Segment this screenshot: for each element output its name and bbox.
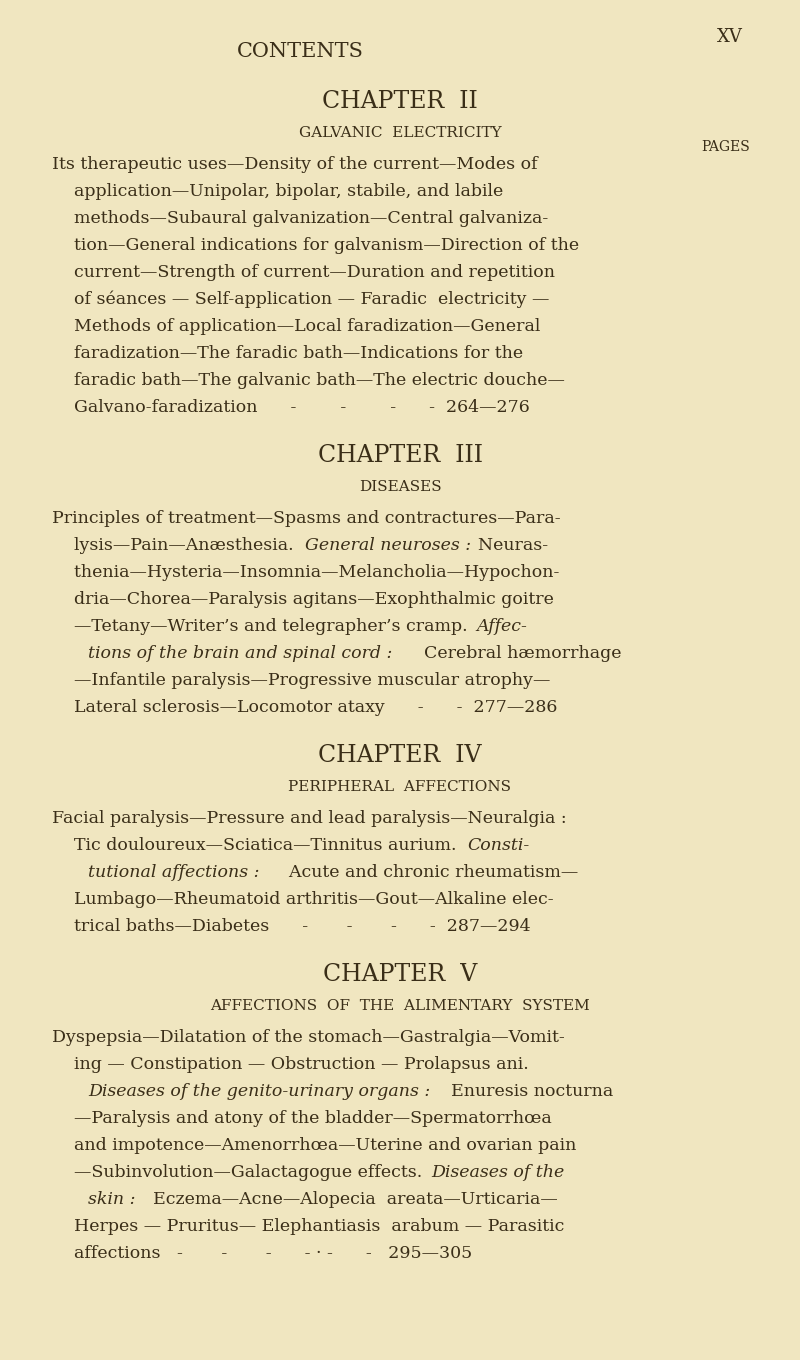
Text: faradization—The faradic bath—Indications for the: faradization—The faradic bath—Indication… [52,345,523,362]
Text: dria—Chorea—Paralysis agitans—Exophthalmic goitre: dria—Chorea—Paralysis agitans—Exophthalm… [52,592,554,608]
Text: of séances — Self-application — Faradic  electricity —: of séances — Self-application — Faradic … [52,291,550,309]
Text: Methods of application—Local faradization—General: Methods of application—Local faradizatio… [52,318,540,335]
Text: Lateral sclerosis—Locomotor ataxy      -      -  277—286: Lateral sclerosis—Locomotor ataxy - - 27… [52,699,558,715]
Text: CHAPTER  II: CHAPTER II [322,90,478,113]
Text: trical baths—Diabetes      -       -       -      -  287—294: trical baths—Diabetes - - - - 287—294 [52,918,530,936]
Text: DISEASES: DISEASES [358,480,442,494]
Text: CHAPTER  IV: CHAPTER IV [318,744,482,767]
Text: tions of the brain and spinal cord :: tions of the brain and spinal cord : [88,645,393,662]
Text: Acute and chronic rheumatism—: Acute and chronic rheumatism— [278,864,578,881]
Text: thenia—Hysteria—Insomnia—Melancholia—Hypochon-: thenia—Hysteria—Insomnia—Melancholia—Hyp… [52,564,559,581]
Text: Tic douloureux—Sciatica—Tinnitus aurium.: Tic douloureux—Sciatica—Tinnitus aurium. [52,836,467,854]
Text: Principles of treatment—Spasms and contractures—Para-: Principles of treatment—Spasms and contr… [52,510,561,526]
Text: Cerebral hæmorrhage: Cerebral hæmorrhage [413,645,622,662]
Text: —Paralysis and atony of the bladder—Spermatorrhœa: —Paralysis and atony of the bladder—Sper… [52,1110,552,1127]
Text: lysis—Pain—Anæsthesia.: lysis—Pain—Anæsthesia. [52,537,305,554]
Text: faradic bath—The galvanic bath—The electric douche—: faradic bath—The galvanic bath—The elect… [52,373,565,389]
Text: Enuresis nocturna: Enuresis nocturna [440,1083,614,1100]
Text: Its therapeutic uses—Density of the current—Modes of: Its therapeutic uses—Density of the curr… [52,156,538,173]
Text: current—Strength of current—Duration and repetition: current—Strength of current—Duration and… [52,264,555,282]
Text: XV: XV [717,29,743,46]
Text: Diseases of the: Diseases of the [431,1164,565,1180]
Text: PERIPHERAL  AFFECTIONS: PERIPHERAL AFFECTIONS [289,781,511,794]
Text: Neuras-: Neuras- [467,537,549,554]
Text: Dyspepsia—Dilatation of the stomach—Gastralgia—Vomit-: Dyspepsia—Dilatation of the stomach—Gast… [52,1030,565,1046]
Text: PAGES: PAGES [702,140,750,154]
Text: tutional affections :: tutional affections : [88,864,260,881]
Text: affections   -       -       -      - · -      -   295—305: affections - - - - · - - 295—305 [52,1244,472,1262]
Text: Lumbago—Rheumatoid arthritis—Gout—Alkaline elec-: Lumbago—Rheumatoid arthritis—Gout—Alkali… [52,891,554,908]
Text: Herpes — Pruritus— Elephantiasis  arabum — Parasitic: Herpes — Pruritus— Elephantiasis arabum … [52,1219,564,1235]
Text: CHAPTER  III: CHAPTER III [318,443,482,466]
Text: —Tetany—Writer’s and telegrapher’s cramp.: —Tetany—Writer’s and telegrapher’s cramp… [52,617,478,635]
Text: Facial paralysis—Pressure and lead paralysis—Neuralgia :: Facial paralysis—Pressure and lead paral… [52,811,566,827]
Text: —Subinvolution—Galactagogue effects.: —Subinvolution—Galactagogue effects. [52,1164,434,1180]
Text: CONTENTS: CONTENTS [237,42,363,61]
Text: —Infantile paralysis—Progressive muscular atrophy—: —Infantile paralysis—Progressive muscula… [52,672,550,690]
Text: Affec-: Affec- [476,617,527,635]
Text: General neuroses :: General neuroses : [305,537,471,554]
Text: application—Unipolar, bipolar, stabile, and labile: application—Unipolar, bipolar, stabile, … [52,184,503,200]
Text: Diseases of the genito-urinary organs :: Diseases of the genito-urinary organs : [88,1083,430,1100]
Text: and impotence—Amenorrhœa—Uterine and ovarian pain: and impotence—Amenorrhœa—Uterine and ova… [52,1137,576,1155]
Text: Consti-: Consti- [467,836,530,854]
Text: GALVANIC  ELECTRICITY: GALVANIC ELECTRICITY [298,126,502,140]
Text: methods—Subaural galvanization—Central galvaniza-: methods—Subaural galvanization—Central g… [52,209,548,227]
Text: ing — Constipation — Obstruction — Prolapsus ani.: ing — Constipation — Obstruction — Prola… [52,1055,529,1073]
Text: AFFECTIONS  OF  THE  ALIMENTARY  SYSTEM: AFFECTIONS OF THE ALIMENTARY SYSTEM [210,1000,590,1013]
Text: tion—General indications for galvanism—Direction of the: tion—General indications for galvanism—D… [52,237,579,254]
Text: Eczema—Acne—Alopecia  areata—Urticaria—: Eczema—Acne—Alopecia areata—Urticaria— [142,1191,558,1208]
Text: skin :: skin : [88,1191,136,1208]
Text: CHAPTER  V: CHAPTER V [323,963,477,986]
Text: Galvano-faradization      -        -        -      -  264—276: Galvano-faradization - - - - 264—276 [52,398,530,416]
